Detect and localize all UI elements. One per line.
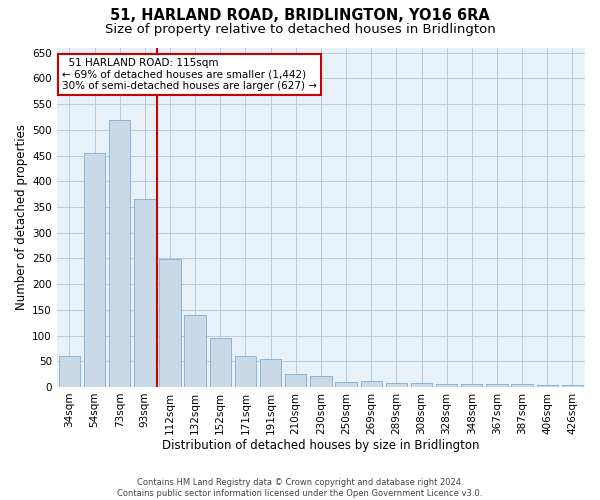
Y-axis label: Number of detached properties: Number of detached properties	[15, 124, 28, 310]
Text: Size of property relative to detached houses in Bridlington: Size of property relative to detached ho…	[104, 22, 496, 36]
Bar	[562, 385, 583, 387]
Bar	[511, 384, 533, 387]
Bar	[335, 382, 357, 387]
Bar	[285, 374, 307, 387]
Bar	[386, 383, 407, 387]
Bar	[84, 153, 105, 387]
Bar	[461, 384, 482, 387]
Bar	[134, 199, 155, 387]
Bar	[361, 381, 382, 387]
Text: 51, HARLAND ROAD, BRIDLINGTON, YO16 6RA: 51, HARLAND ROAD, BRIDLINGTON, YO16 6RA	[110, 8, 490, 22]
Bar	[260, 358, 281, 387]
Bar	[59, 356, 80, 387]
Bar	[436, 384, 457, 387]
Bar	[209, 338, 231, 387]
Bar	[159, 260, 181, 387]
Bar	[235, 356, 256, 387]
Bar	[184, 315, 206, 387]
X-axis label: Distribution of detached houses by size in Bridlington: Distribution of detached houses by size …	[162, 440, 479, 452]
Bar	[411, 384, 432, 387]
Text: Contains HM Land Registry data © Crown copyright and database right 2024.
Contai: Contains HM Land Registry data © Crown c…	[118, 478, 482, 498]
Bar	[536, 385, 558, 387]
Bar	[109, 120, 130, 387]
Text: 51 HARLAND ROAD: 115sqm
← 69% of detached houses are smaller (1,442)
30% of semi: 51 HARLAND ROAD: 115sqm ← 69% of detache…	[62, 58, 317, 91]
Bar	[310, 376, 332, 387]
Bar	[486, 384, 508, 387]
